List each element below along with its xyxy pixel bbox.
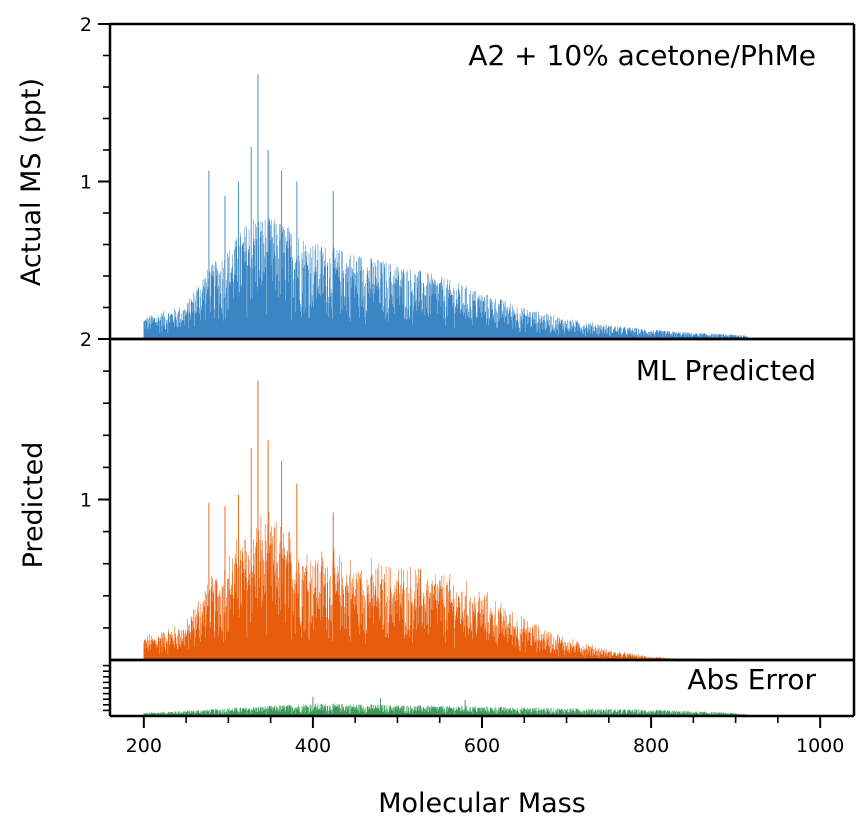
x-axis-title: Molecular Mass [378, 788, 586, 819]
actual-y-axis-title: Actual MS (ppt) [16, 78, 47, 286]
x-tick-label: 400 [295, 735, 331, 757]
error-panel-annotation: Abs Error [687, 663, 816, 696]
error-bar-series [143, 703, 749, 716]
abs-error-bars [143, 696, 749, 716]
panel-error: Abs Error [143, 663, 816, 716]
predicted-y-axis-title: Predicted [18, 442, 49, 569]
actual-bar-series [143, 217, 749, 339]
y-tick-label: 2 [80, 14, 92, 36]
x-tick-label: 1000 [796, 735, 844, 757]
x-tick-label: 800 [633, 735, 669, 757]
predicted-panel-annotation: ML Predicted [636, 354, 816, 387]
predicted-bars [143, 380, 749, 660]
y-tick-label: 1 [80, 172, 92, 194]
x-tick-label: 600 [464, 735, 500, 757]
actual-panel-annotation: A2 + 10% acetone/PhMe [468, 39, 816, 72]
x-tick-label: 200 [126, 735, 162, 757]
actual-ms-bars [143, 74, 749, 339]
y-tick-label: 2 [80, 329, 92, 351]
axes: 1 2 1 2 200 400 600 800 1000 [80, 14, 856, 757]
panel-actual: A2 + 10% acetone/PhMe Actual MS (ppt) [16, 39, 816, 339]
predicted-bar-series [143, 511, 749, 660]
panel-predicted: ML Predicted Predicted [18, 354, 816, 660]
y-tick-label: 1 [80, 490, 92, 512]
